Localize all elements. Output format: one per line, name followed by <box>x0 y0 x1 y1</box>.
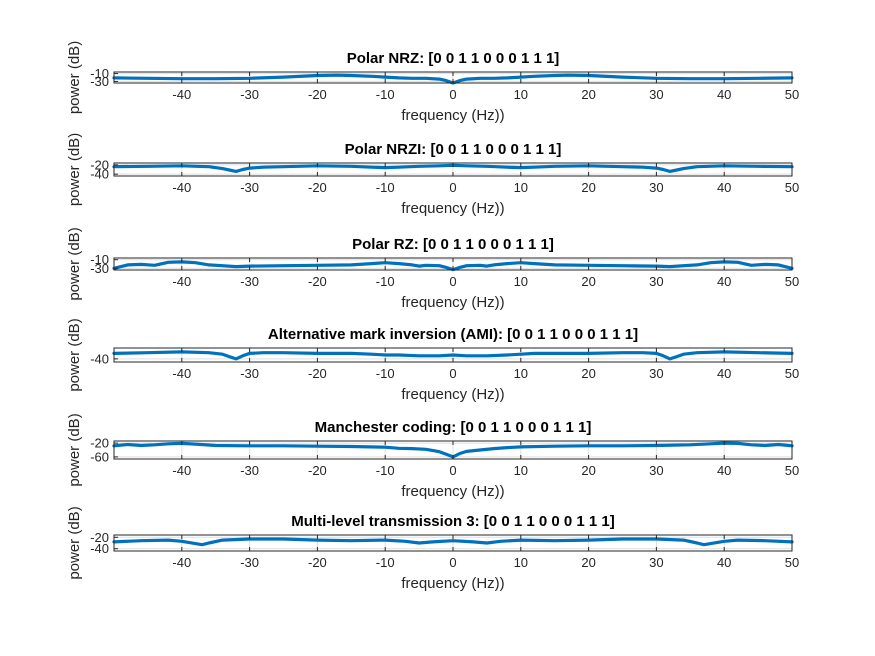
x-tick-label: -30 <box>240 555 259 570</box>
x-tick-label: 20 <box>581 463 595 478</box>
x-tick-label: -20 <box>308 366 327 381</box>
x-tick-label: -30 <box>240 87 259 102</box>
x-axis-label: frequency (Hz)) <box>401 107 504 124</box>
x-tick-label: 20 <box>581 366 595 381</box>
x-axis-label: frequency (Hz)) <box>401 575 504 592</box>
subplot-title: Polar NRZ: [0 0 1 1 0 0 0 1 1 1] <box>347 50 560 67</box>
x-tick-label: -40 <box>172 366 191 381</box>
x-tick-label: 20 <box>581 180 595 195</box>
y-axis-label: power (dB) <box>66 227 83 300</box>
x-tick-label: 50 <box>785 274 799 289</box>
y-tick-label: -30 <box>90 261 109 276</box>
x-tick-label: 40 <box>717 274 731 289</box>
x-axis-label: frequency (Hz)) <box>401 483 504 500</box>
x-axis-label: frequency (Hz)) <box>401 294 504 311</box>
subplot-title: Multi-level transmission 3: [0 0 1 1 0 0… <box>291 513 614 530</box>
y-tick-label: -40 <box>90 541 109 556</box>
x-tick-label: 10 <box>514 87 528 102</box>
subplot-title: Polar RZ: [0 0 1 1 0 0 0 1 1 1] <box>352 236 554 253</box>
x-tick-label: -30 <box>240 463 259 478</box>
x-tick-label: 30 <box>649 274 663 289</box>
x-tick-label: 30 <box>649 463 663 478</box>
x-tick-label: -10 <box>376 274 395 289</box>
x-tick-label: -20 <box>308 180 327 195</box>
x-tick-label: 30 <box>649 87 663 102</box>
x-tick-label: 50 <box>785 555 799 570</box>
x-tick-label: 30 <box>649 180 663 195</box>
x-tick-label: 40 <box>717 180 731 195</box>
x-tick-label: 10 <box>514 180 528 195</box>
subplot-title: Manchester coding: [0 0 1 1 0 0 0 1 1 1] <box>315 419 592 436</box>
x-tick-label: 10 <box>514 274 528 289</box>
series-line <box>112 350 794 361</box>
y-axis-label: power (dB) <box>66 506 83 579</box>
x-tick-label: 0 <box>449 87 456 102</box>
x-tick-label: 40 <box>717 463 731 478</box>
y-tick-label: -10 <box>90 66 109 81</box>
x-tick-label: -40 <box>172 555 191 570</box>
x-tick-label: 40 <box>717 366 731 381</box>
x-tick-label: 40 <box>717 555 731 570</box>
x-tick-label: -10 <box>376 366 395 381</box>
x-tick-label: -40 <box>172 463 191 478</box>
y-axis-label: power (dB) <box>66 41 83 114</box>
x-tick-label: -10 <box>376 180 395 195</box>
subplot-title: Polar NRZI: [0 0 1 1 0 0 0 1 1 1] <box>345 141 562 158</box>
x-tick-label: 20 <box>581 274 595 289</box>
x-tick-label: 50 <box>785 87 799 102</box>
x-tick-label: 20 <box>581 87 595 102</box>
x-tick-label: 10 <box>514 366 528 381</box>
x-tick-label: -10 <box>376 555 395 570</box>
x-tick-label: -40 <box>172 87 191 102</box>
x-tick-label: 10 <box>514 555 528 570</box>
x-tick-label: 0 <box>449 180 456 195</box>
x-tick-label: -20 <box>308 555 327 570</box>
x-tick-label: -10 <box>376 463 395 478</box>
x-tick-label: 50 <box>785 180 799 195</box>
x-tick-label: 50 <box>785 366 799 381</box>
x-tick-label: -40 <box>172 274 191 289</box>
y-tick-label: -30 <box>90 74 109 89</box>
y-tick-label: -20 <box>90 157 109 172</box>
x-tick-label: 0 <box>449 555 456 570</box>
x-axis-label: frequency (Hz)) <box>401 386 504 403</box>
x-tick-label: -30 <box>240 180 259 195</box>
x-tick-label: 20 <box>581 555 595 570</box>
x-tick-label: -20 <box>308 87 327 102</box>
x-tick-label: 10 <box>514 463 528 478</box>
x-tick-label: 30 <box>649 366 663 381</box>
x-tick-label: -20 <box>308 274 327 289</box>
x-tick-label: -20 <box>308 463 327 478</box>
y-tick-label: -10 <box>90 252 109 267</box>
y-tick-label: -60 <box>90 449 109 464</box>
x-tick-label: 0 <box>449 274 456 289</box>
x-tick-label: 30 <box>649 555 663 570</box>
x-tick-label: -30 <box>240 366 259 381</box>
subplot-6: -40 -30 -20 -10 0 10 20 30 40 50-20-40Multi-level… <box>66 506 799 592</box>
y-tick-label: -20 <box>90 436 109 451</box>
series-line <box>112 537 794 547</box>
subplot-4: -40 -30 -20 -10 0 10 20 30 40 50 -40 Alternative ma… <box>66 318 799 403</box>
y-tick-label: -40 <box>90 167 109 182</box>
subplot-5: -40 -30 -20 -10 0 10 20 30 40 50-20-60Manchester … <box>66 413 799 500</box>
y-tick-label: -20 <box>90 530 109 545</box>
x-axis-label: frequency (Hz)) <box>401 200 504 217</box>
y-axis-label: power (dB) <box>66 133 83 206</box>
x-tick-label: -30 <box>240 274 259 289</box>
x-tick-label: 0 <box>449 463 456 478</box>
x-tick-label: 50 <box>785 463 799 478</box>
x-tick-label: -40 <box>172 180 191 195</box>
y-axis-label: power (dB) <box>66 413 83 486</box>
y-axis-label: power (dB) <box>66 318 83 391</box>
x-tick-label: -10 <box>376 87 395 102</box>
y-tick-label: -40 <box>90 351 109 366</box>
x-tick-label: 40 <box>717 87 731 102</box>
x-tick-label: 0 <box>449 366 456 381</box>
subplot-title: Alternative mark inversion (AMI): [0 0 1… <box>268 326 638 343</box>
